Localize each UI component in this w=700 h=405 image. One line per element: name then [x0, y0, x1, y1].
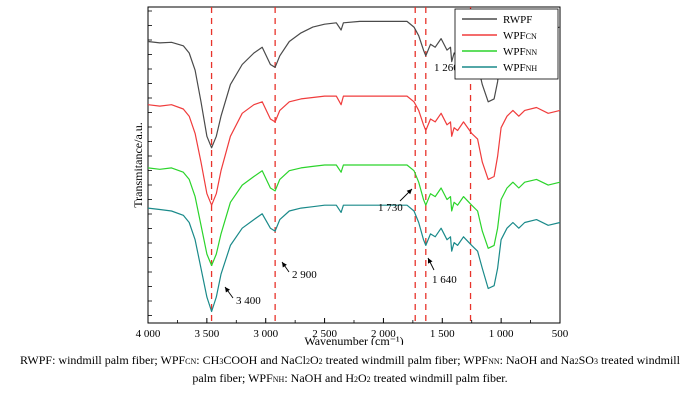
caption-line-2-part-1: NH	[272, 375, 285, 384]
x-tick-label-4: 2 000	[371, 328, 396, 340]
caption-line-1-part-6: O	[309, 353, 319, 367]
chart-svg: 4 000 3 500 3 000 2 500 2 000 1 500 1 000 500 3…	[131, 6, 569, 348]
annotations: 3 400 2 900 1 730 1 640 1 260	[224, 48, 465, 307]
series-line-1	[147, 95, 561, 206]
caption-line-1-part-12: SO	[578, 353, 594, 367]
annotation-label-0: 3 400	[236, 295, 261, 307]
annotation-arrowhead-1	[282, 262, 287, 268]
series-line-3	[147, 204, 561, 313]
x-tick-label-7: 500	[552, 328, 569, 340]
caption-line-1-part-10: : NaOH and Na	[499, 353, 575, 367]
x-tick-label-5: 1 500	[430, 328, 455, 340]
caption-line-1-part-5: 2	[305, 357, 310, 366]
legend-label-0: RWPF	[503, 14, 532, 26]
caption-line-2-part-3: 2	[354, 375, 358, 384]
caption-line-1-part-8: treated windmill palm fiber; WPF	[322, 353, 489, 367]
legend-label-3: WPFNH	[503, 62, 537, 74]
legend-label-1: WPFCN	[503, 30, 537, 42]
annotation-arrowhead-3	[428, 258, 433, 264]
caption-line-1-part-9: NN	[488, 357, 500, 366]
y-axis	[148, 10, 152, 316]
caption-line-1-part-13: 3	[593, 357, 598, 366]
annotation-label-4: 1 260	[434, 62, 459, 74]
caption-line-1: RWPF: windmill palm fiber; WPFCN: CH3COO…	[8, 352, 692, 370]
caption-line-1-part-7: 2	[318, 357, 323, 366]
series-line-0	[147, 20, 561, 149]
legend-label-sub-3: NH	[526, 64, 538, 73]
caption-line-1-part-14: treated windmill	[597, 353, 680, 367]
x-tick-label-3: 2 500	[312, 328, 337, 340]
annotation-arrowhead-0	[225, 287, 230, 293]
caption-line-1-part-11: 2	[574, 357, 579, 366]
series-layer	[147, 20, 561, 313]
legend-label-2: WPFNN	[503, 46, 537, 58]
x-tick-label-6: 1 000	[489, 328, 514, 340]
caption-line-2-part-5: 2	[366, 375, 371, 384]
y-axis-title: Transmitance/a.u.	[131, 122, 145, 208]
annotation-arrowhead-2	[406, 189, 412, 195]
annotation-label-2: 1 730	[378, 202, 403, 214]
caption-line-2-part-0: palm fiber; WPF	[192, 371, 273, 385]
legend-box	[454, 8, 559, 80]
caption-line-1-part-3: 3	[219, 357, 224, 366]
x-axis-title: Wavenumber (cm⁻¹)	[304, 334, 403, 345]
annotation-label-3: 1 640	[432, 274, 457, 286]
caption-line-2-part-2: : NaOH and H	[284, 371, 354, 385]
ftir-chart: 4 000 3 500 3 000 2 500 2 000 1 500 1 000 500 3…	[131, 6, 569, 348]
legend-label-sub-1: CN	[526, 32, 537, 41]
caption-line-2-part-4: O	[358, 371, 367, 385]
x-tick-label-0: 4 000	[136, 328, 161, 340]
caption-line-1-part-1: CN	[185, 357, 197, 366]
legend: RWPF WPFCN WPFNN WPFNH	[454, 8, 559, 80]
series-line-2	[147, 164, 561, 267]
figure-caption: RWPF: windmill palm fiber; WPFCN: CH3COO…	[8, 352, 692, 388]
annotation-label-1: 2 900	[292, 269, 317, 281]
caption-line-1-part-2: : CH	[196, 353, 220, 367]
legend-label-sub-2: NN	[526, 48, 538, 57]
reference-lines	[210, 7, 472, 323]
caption-line-1-part-0: RWPF: windmill palm fiber; WPF	[20, 353, 186, 367]
caption-line-2: palm fiber; WPFNH: NaOH and H2O2 treated…	[8, 370, 692, 388]
x-tick-label-2: 3 000	[253, 328, 278, 340]
x-axis: 4 000 3 500 3 000 2 500 2 000 1 500 1 000 500	[136, 318, 569, 340]
x-tick-label-1: 3 500	[194, 328, 219, 340]
caption-line-1-part-4: COOH and NaCl	[223, 353, 306, 367]
caption-line-2-part-6: treated windmill palm fiber.	[370, 371, 508, 385]
